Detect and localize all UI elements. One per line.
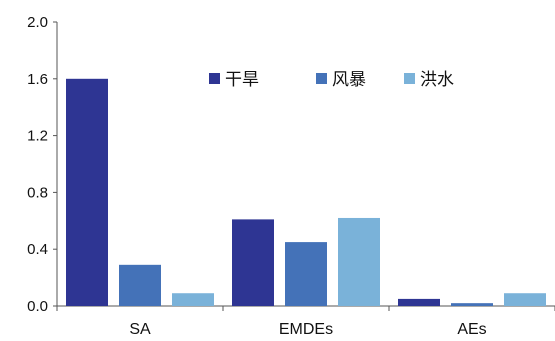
bar-sa-2 [119, 264, 161, 306]
bar-emdes-2 [285, 242, 327, 306]
bar-emdes-1 [232, 219, 274, 306]
legend: 干旱 风暴 洪水 [209, 70, 454, 89]
y-tick-label: 1.6 [27, 71, 48, 88]
y-tick-label: 0.4 [27, 241, 48, 258]
bar-sa-1 [66, 78, 108, 306]
x-category-label: AEs [457, 321, 486, 338]
legend-swatch [404, 73, 415, 84]
legend-swatch [316, 73, 327, 84]
bar-aes-2 [451, 303, 493, 306]
bar-aes-3 [504, 293, 546, 306]
y-tick-label: 1.2 [27, 128, 48, 145]
labels: 0.0 0.4 0.8 1.2 1.6 2.0 SA EMDEs AEs [27, 14, 487, 338]
legend-label: 风暴 [332, 70, 366, 89]
legend-label: 干旱 [225, 70, 259, 89]
bars [66, 78, 546, 306]
x-category-label: SA [129, 321, 151, 338]
bar-emdes-3 [338, 217, 380, 306]
x-category-label: EMDEs [279, 321, 333, 338]
y-tick-label: 0.0 [27, 298, 48, 315]
bar-aes-1 [398, 298, 440, 306]
y-tick-label: 2.0 [27, 14, 48, 31]
legend-swatch [209, 73, 220, 84]
y-tick-label: 0.8 [27, 184, 48, 201]
legend-label: 洪水 [420, 70, 454, 89]
bar-sa-3 [172, 293, 214, 306]
